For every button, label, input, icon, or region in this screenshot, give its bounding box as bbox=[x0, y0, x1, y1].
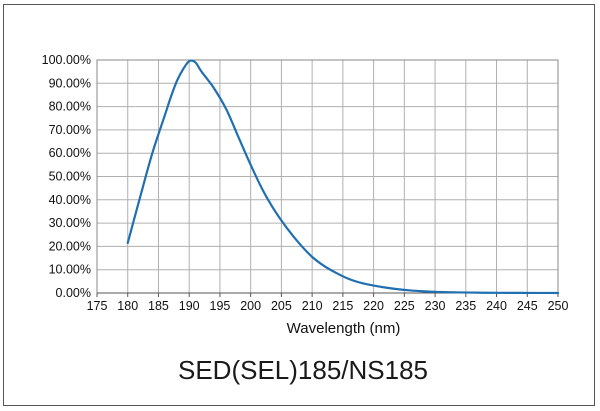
y-tick-label: 80.00% bbox=[49, 100, 91, 114]
x-tick-label: 195 bbox=[210, 299, 231, 313]
chart-marks bbox=[126, 59, 560, 295]
y-tick-label: 40.00% bbox=[49, 193, 91, 207]
x-tick-label: 225 bbox=[394, 299, 415, 313]
x-tick-label: 205 bbox=[271, 299, 292, 313]
chart-frame: 175 180 185 190 195 200 205 210 215 220 225 230 235 2… bbox=[3, 4, 595, 406]
x-tick-label: 200 bbox=[240, 299, 261, 313]
x-tick-label: 235 bbox=[455, 299, 476, 313]
x-axis-title: Wavelength (nm) bbox=[287, 320, 401, 337]
chart-svg: 175 180 185 190 195 200 205 210 215 220 225 230 235 2… bbox=[42, 53, 569, 385]
series-line-0 bbox=[126, 59, 560, 295]
tick-labels: 175 180 185 190 195 200 205 210 215 220 225 230 235 2… bbox=[42, 53, 569, 313]
x-tick-label: 220 bbox=[363, 299, 384, 313]
y-tick-label: 100.00% bbox=[42, 53, 91, 67]
x-tick-label: 210 bbox=[302, 299, 323, 313]
y-tick-label: 30.00% bbox=[49, 216, 91, 230]
x-tick-label: 215 bbox=[332, 299, 353, 313]
y-tick-label: 50.00% bbox=[49, 170, 91, 184]
x-tick-label: 175 bbox=[87, 299, 108, 313]
y-tick-label: 90.00% bbox=[49, 76, 91, 90]
y-tick-label: 60.00% bbox=[49, 146, 91, 160]
x-tick-label: 245 bbox=[517, 299, 538, 313]
y-tick-label: 20.00% bbox=[49, 239, 91, 253]
y-tick-label: 70.00% bbox=[49, 123, 91, 137]
y-tick-label: 0.00% bbox=[56, 286, 91, 300]
x-tick-label: 180 bbox=[117, 299, 138, 313]
x-tick-label: 240 bbox=[486, 299, 507, 313]
x-tick-label: 190 bbox=[179, 299, 200, 313]
chart-title: SED(SEL)185/NS185 bbox=[178, 355, 428, 385]
y-tick-label: 10.00% bbox=[49, 263, 91, 277]
chart-grid bbox=[96, 59, 559, 297]
x-tick-label: 185 bbox=[148, 299, 169, 313]
x-tick-label: 250 bbox=[548, 299, 569, 313]
x-tick-label: 230 bbox=[425, 299, 446, 313]
